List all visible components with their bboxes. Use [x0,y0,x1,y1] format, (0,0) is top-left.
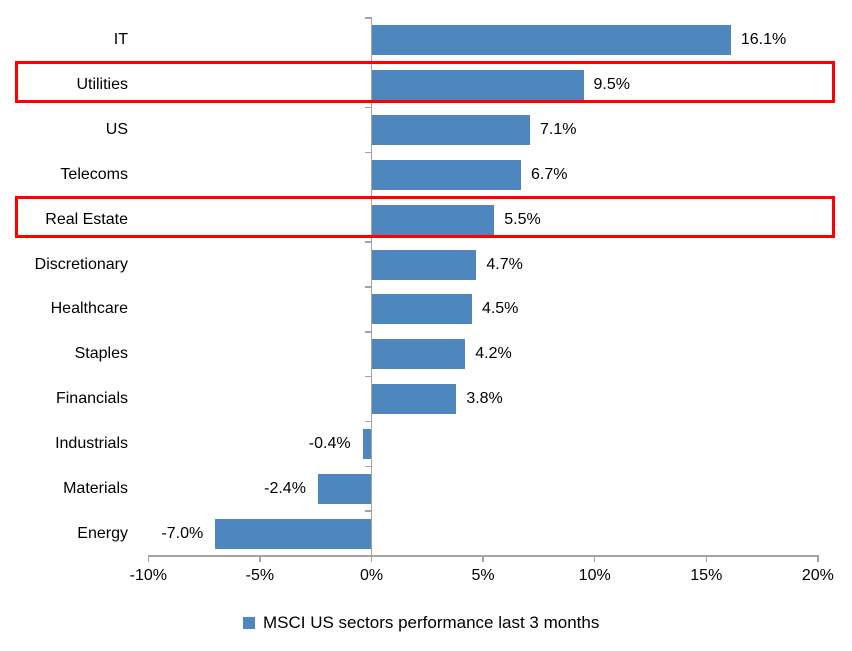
bar-materials [317,473,372,504]
bar-it [371,25,731,56]
category-axis-tick [364,331,372,333]
value-axis-tick [370,556,373,562]
category-axis-tick [364,151,372,154]
x-tick-label-5-: 5% [471,567,495,584]
value-axis-tick [593,556,596,562]
category-label-industrials: Industrials [55,434,128,452]
category-axis-tick [364,420,372,423]
value-label-discretionary: 4.7% [486,255,523,273]
category-label-discretionary: Discretionary [34,255,128,273]
value-label-it: 16.1% [740,31,787,49]
x-tick-label-20-: 20% [801,567,834,584]
value-label-healthcare: 4.5% [481,300,519,318]
highlight-box-utilities [15,61,835,104]
bar-healthcare [371,294,472,325]
x-tick-label--5-: -5% [245,567,275,584]
category-label-utilities: Utilities [76,76,128,94]
bar-us [371,115,530,146]
legend-marker-square [243,617,255,629]
category-label-us: US [105,121,128,139]
category-axis-tick [364,465,372,468]
x-tick-label-10-: 10% [578,567,611,584]
value-axis-tick [482,556,484,562]
value-label-utilities: 9.5% [593,76,630,94]
category-label-staples: Staples [74,345,128,363]
bar-energy [215,518,372,549]
value-axis-tick [705,556,708,562]
category-axis-tick [364,510,372,512]
category-axis-tick [364,286,372,288]
highlight-box-real-estate [15,195,835,238]
bar-staples [371,339,466,370]
value-label-energy: -7.0% [161,524,204,542]
bar-discretionary [371,249,477,280]
value-label-staples: 4.2% [475,345,512,363]
bar-real-estate [371,204,495,235]
bar-industrials [362,428,372,459]
value-label-us: 7.1% [539,121,577,139]
bar-financials [371,384,457,415]
bar-telecoms [371,159,522,190]
category-label-it: IT [113,31,128,49]
value-axis-tick [259,556,261,562]
category-axis-tick [364,17,372,19]
category-axis-line [370,18,373,562]
category-label-healthcare: Healthcare [50,300,128,318]
category-label-real-estate: Real Estate [45,210,128,228]
x-tick-label--10-: -10% [129,567,167,584]
value-label-telecoms: 6.7% [531,165,568,183]
category-axis-tick [364,241,372,243]
category-label-telecoms: Telecoms [60,165,128,183]
value-label-real-estate: 5.5% [504,210,541,228]
value-axis-tick [817,556,819,562]
legend-label: MSCI US sectors performance last 3 month… [263,613,600,632]
x-tick-label-0-: 0% [359,567,384,584]
category-label-financials: Financials [55,390,128,408]
legend: MSCI US sectors performance last 3 month… [243,610,599,636]
x-tick-label-15-: 15% [690,567,723,584]
value-label-industrials: -0.4% [308,434,351,452]
value-label-materials: -2.4% [264,479,306,497]
bar-utilities [371,70,584,101]
value-label-financials: 3.8% [466,390,503,408]
category-label-energy: Energy [77,524,128,542]
value-axis-tick [147,556,150,562]
category-label-materials: Materials [63,479,128,497]
category-axis-tick [364,106,372,109]
category-axis-tick [364,375,372,378]
